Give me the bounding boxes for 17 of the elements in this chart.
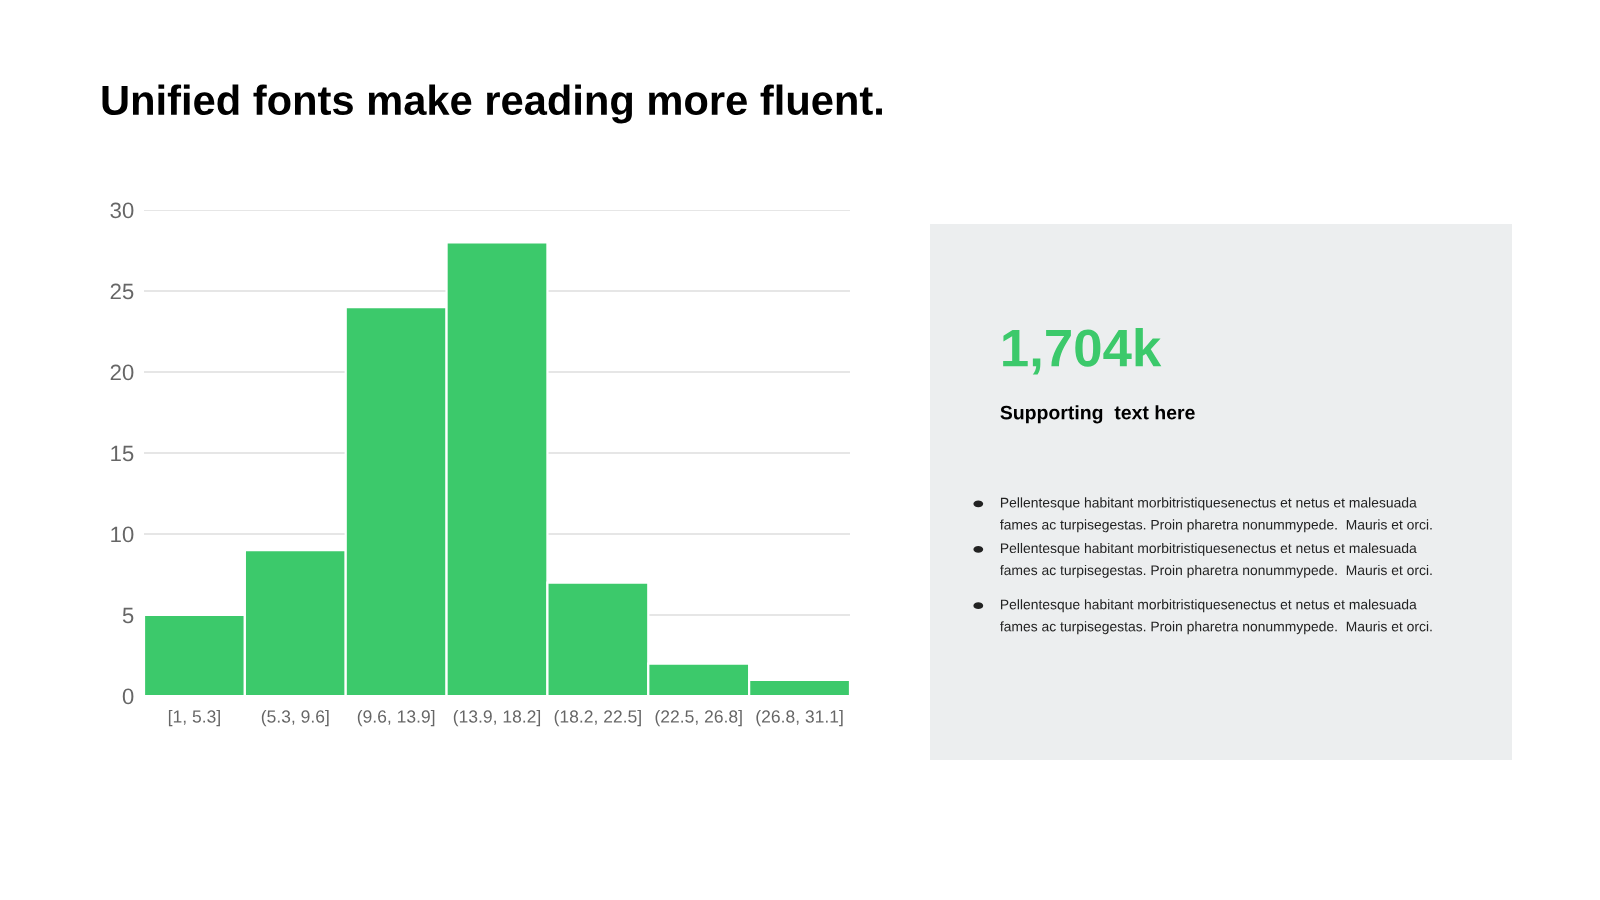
chart-title: Unified fonts make reading more fluent. bbox=[102, 84, 882, 124]
x-tick-label: (26.8, 31.1] bbox=[756, 709, 843, 727]
y-tick-label: 10 bbox=[111, 526, 134, 543]
x-tick-label: (5.3, 9.6] bbox=[261, 709, 329, 727]
x-tick-label: [1, 5.3] bbox=[168, 709, 220, 727]
x-tick-label: (13.9, 18.2] bbox=[453, 709, 541, 727]
y-tick-label: 25 bbox=[110, 283, 134, 300]
y-tick-label: 30 bbox=[110, 202, 134, 219]
x-tick-label: (22.5, 26.8] bbox=[655, 709, 742, 727]
y-tick-label: 0 bbox=[122, 688, 134, 705]
x-tick-label: (9.6, 13.9] bbox=[357, 709, 435, 727]
text: 1,704k bbox=[1003, 328, 1162, 375]
y-tick-label: 5 bbox=[122, 607, 134, 624]
text: Supporting text here bbox=[1000, 405, 1195, 424]
y-tick-label: 20 bbox=[110, 364, 134, 381]
y-tick-label: 15 bbox=[111, 445, 134, 462]
x-tick-label: (18.2, 22.5] bbox=[554, 709, 641, 727]
